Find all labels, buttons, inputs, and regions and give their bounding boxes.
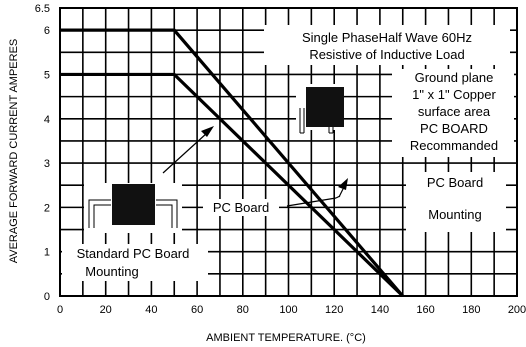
arrow-to-upper-curve [162,126,214,174]
x-tick-label: 180 [462,304,480,316]
x-tick-label: 200 [508,304,526,316]
x-axis-title: AMBIENT TEMPERATURE. (°C) [206,332,366,344]
y-tick-label: 1 [44,247,50,259]
y-tick-label: 3 [44,158,50,170]
ground-plane-line5: Recommanded [410,138,498,153]
x-tick-label: 0 [57,304,63,316]
x-tick-label: 140 [371,304,389,316]
x-tick-label: 60 [191,304,203,316]
pc-board-center-label: PC Board [213,200,269,215]
load-note-line2: Resistive of Inductive Load [309,47,464,62]
x-tick-label: 160 [416,304,434,316]
y-axis-title: AVERAGE FORWARD CURRENT AMPERES [8,39,20,264]
x-tick-label: 20 [100,304,112,316]
y-tick-label: 0 [44,291,50,303]
standard-note-line2: Mounting [85,264,138,279]
load-note-line1: Single PhaseHalf Wave 60Hz [302,30,472,45]
load-note-box [264,25,510,65]
ground-plane-line1: Ground plane [415,70,494,85]
x-tick-label: 40 [145,304,157,316]
x-tick-labels: 0 20 40 60 80 100 120 140 160 180 200 [57,304,526,316]
y-tick-label: 2 [44,202,50,214]
series-line-1 [60,28,404,298]
y-tick-labels: 0 1 2 3 4 5 6 6.5 [35,3,50,303]
y-tick-label: 6.5 [35,3,50,15]
ground-plane-line3: surface area [418,104,491,119]
x-tick-label: 100 [279,304,297,316]
standard-note-line1: Standard PC Board [77,246,190,261]
y-tick-label: 6 [44,25,50,37]
plot-frame [59,7,518,297]
pc-board-center-box [203,199,279,216]
y-tick-label: 4 [44,114,50,126]
ground-plane-note-box [392,69,514,157]
pc-board-right-line1: PC Board [427,175,483,190]
pc-board-right-box [406,172,506,232]
standard-pc-board-illustration [84,183,182,233]
standard-note-box [62,244,208,281]
x-tick-label: 120 [325,304,343,316]
series-layer [60,28,404,298]
x-tick-label: 80 [237,304,249,316]
ground-plane-line4: PC BOARD [420,121,488,136]
ground-plane-line2: 1" x 1" Copper [412,87,496,102]
y-tick-label: 5 [44,69,50,81]
arrow-to-lower-curve [286,178,348,207]
pc-board-recommended-illustration [296,84,344,134]
series-line-2 [60,72,404,298]
pc-board-right-line2: Mounting [428,207,481,222]
